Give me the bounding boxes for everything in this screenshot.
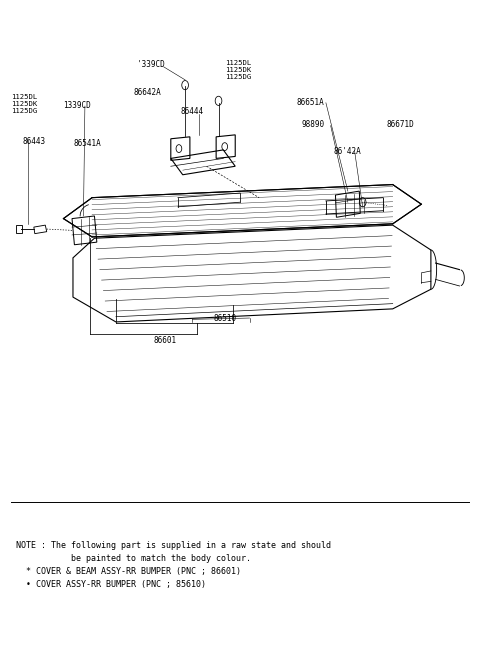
Text: 98890: 98890 xyxy=(301,120,324,129)
Text: 86'42A: 86'42A xyxy=(333,147,361,156)
Text: 86601: 86601 xyxy=(153,336,176,346)
Bar xyxy=(16,225,23,233)
Text: 1339CD: 1339CD xyxy=(63,101,91,110)
Text: 86671D: 86671D xyxy=(387,120,415,129)
Text: 86444: 86444 xyxy=(180,107,204,116)
Text: 1125DL
1125DK
1125DG: 1125DL 1125DK 1125DG xyxy=(225,60,251,80)
Text: 86651A: 86651A xyxy=(296,98,324,107)
Text: 86510: 86510 xyxy=(214,314,237,323)
Text: 86541A: 86541A xyxy=(74,139,102,148)
Text: 86443: 86443 xyxy=(23,137,46,147)
Text: NOTE : The following part is supplied in a raw state and should
           be pa: NOTE : The following part is supplied in… xyxy=(16,541,331,589)
Text: 86642A: 86642A xyxy=(133,88,161,97)
Text: '339CD: '339CD xyxy=(137,60,165,69)
Text: 1125DL
1125DK
1125DG: 1125DL 1125DK 1125DG xyxy=(11,95,37,114)
